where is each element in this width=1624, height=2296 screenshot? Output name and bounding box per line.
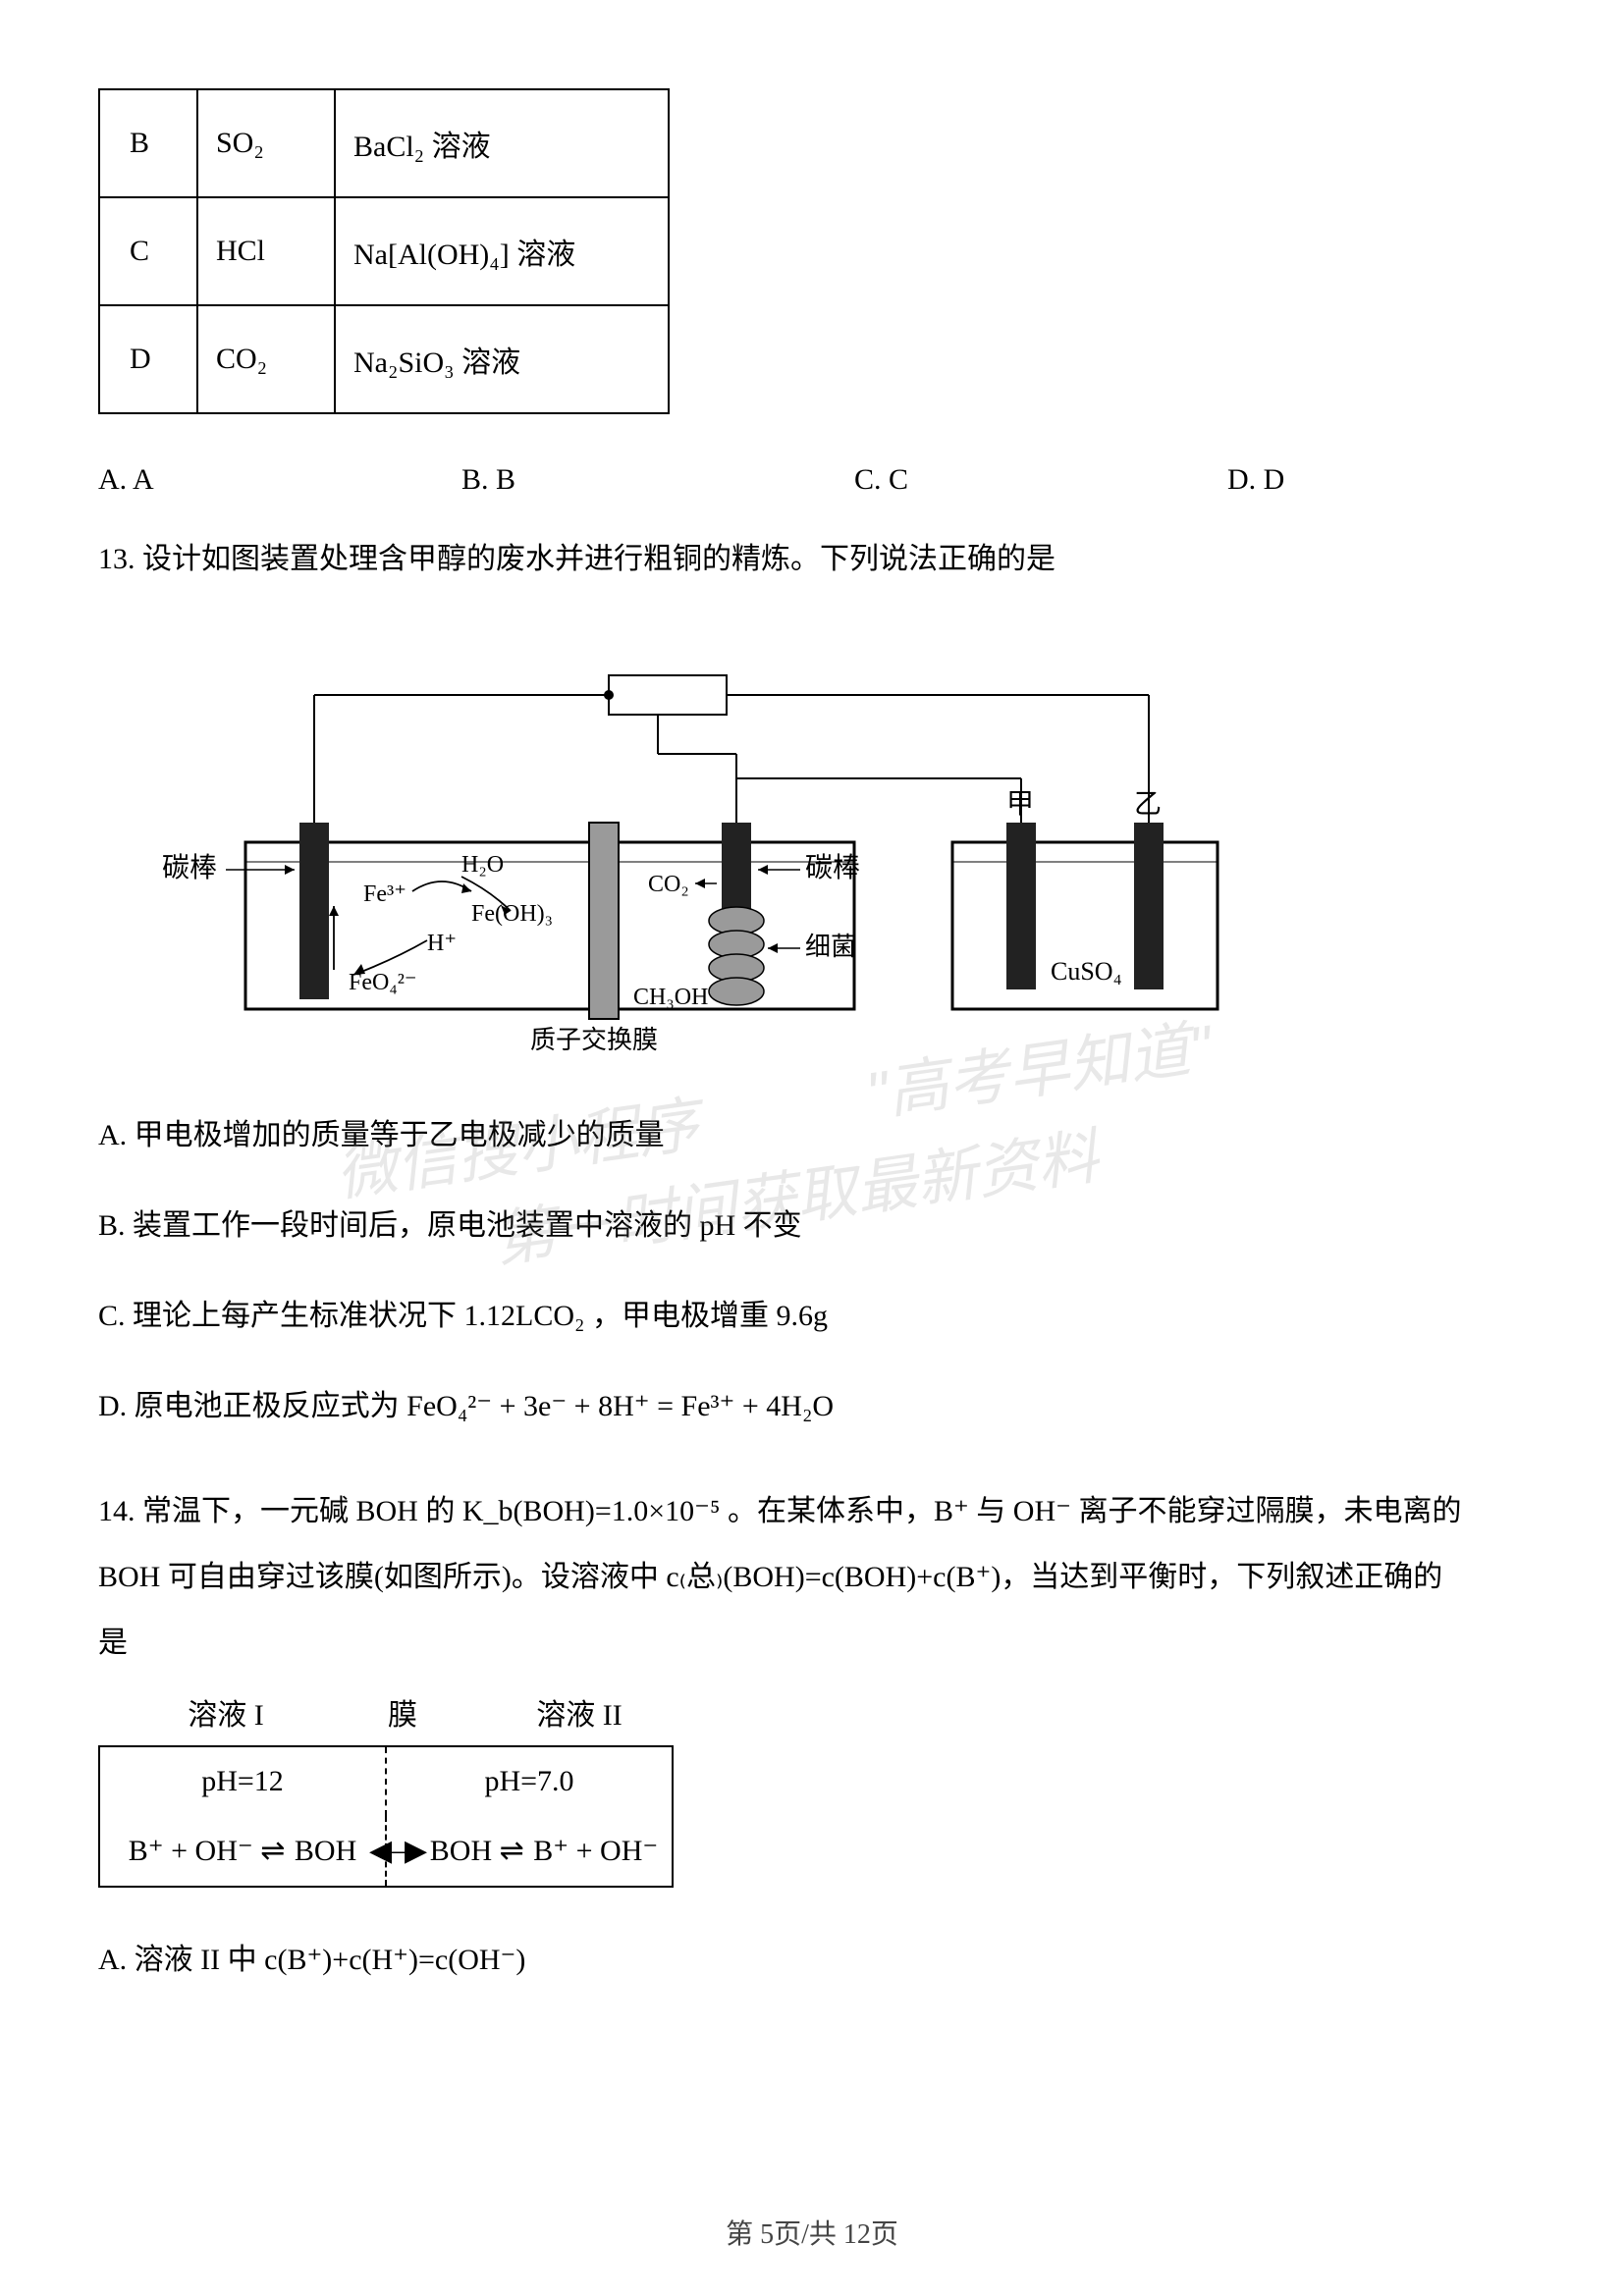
- cell-gas: SO₂: [197, 89, 335, 197]
- fe3-label: Fe³⁺: [363, 881, 406, 907]
- cell-gas: CO₂: [197, 305, 335, 413]
- eq1-right: BOH: [295, 1835, 356, 1867]
- eq2-left: BOH: [430, 1835, 492, 1867]
- table-row: C HCl Na[Al(OH)₄] 溶液: [99, 197, 669, 305]
- co2-label: CO₂: [648, 872, 689, 897]
- eq1-left: B⁺ + OH⁻: [129, 1835, 253, 1867]
- cell-gas: HCl: [197, 197, 335, 305]
- ph2: pH=7.0: [387, 1747, 672, 1816]
- q13-opt-d: D. 原电池正极反应式为 FeO₄²⁻ + 3e⁻ + 8H⁺ = Fe³⁺ +…: [98, 1378, 1526, 1434]
- q14-membrane-box: pH=12 pH=7.0 B⁺ + OH⁻ ⇌ BOH ◀ — ▶ BOH ⇌ …: [98, 1745, 674, 1888]
- cuso4-label: CuSO₄: [1051, 957, 1122, 986]
- equilibrium-arrow-icon: ⇌: [260, 1834, 295, 1868]
- eq2: ◀ — ▶ BOH ⇌ B⁺ + OH⁻: [387, 1816, 672, 1886]
- eq2-right: B⁺ + OH⁻: [533, 1835, 658, 1867]
- table-row: B SO₂ BaCl₂ 溶液: [99, 89, 669, 197]
- option-c: C. C: [854, 463, 1227, 497]
- option-b: B. B: [461, 463, 854, 497]
- cell-opt: D: [99, 305, 197, 413]
- q13-opt-b: B. 装置工作一段时间后，原电池装置中溶液的 pH 不变: [98, 1198, 1526, 1254]
- q13-opt-a: A. 甲电极增加的质量等于乙电极减少的质量: [98, 1107, 1526, 1163]
- q13-opt-c: C. 理论上每产生标准状况下 1.12LCO₂ ，甲电极增重 9.6g: [98, 1288, 1526, 1344]
- carbon-left-label: 碳棒: [162, 852, 217, 883]
- membrane-label: 膜: [353, 1690, 452, 1734]
- eq1: B⁺ + OH⁻ ⇌ BOH: [100, 1816, 385, 1886]
- q14-labels: 溶液 I 膜 溶液 II: [98, 1690, 1526, 1734]
- yi-label: 乙: [1134, 789, 1162, 820]
- sol1-label: 溶液 I: [98, 1690, 353, 1734]
- equilibrium-arrow-icon: ⇌: [500, 1834, 534, 1868]
- sol2-label: 溶液 II: [452, 1690, 707, 1734]
- feoh3-label: Fe(OH)₃: [471, 901, 553, 927]
- cell-sol: Na₂SiO₃ 溶液: [335, 305, 669, 413]
- cell-opt: B: [99, 89, 197, 197]
- transfer-arrow-right-icon: ▶: [405, 1834, 427, 1868]
- q14-stem-2: BOH 可自由穿过该膜(如图所示)。设溶液中 c₍总₎(BOH)=c(BOH)+…: [98, 1549, 1526, 1605]
- bacteria-label: 细菌: [805, 933, 856, 961]
- option-table: B SO₂ BaCl₂ 溶液 C HCl Na[Al(OH)₄] 溶液 D CO…: [98, 88, 670, 414]
- hplus-label: H⁺: [427, 931, 457, 956]
- cell-opt: C: [99, 197, 197, 305]
- table-row: D CO₂ Na₂SiO₃ 溶液: [99, 305, 669, 413]
- ch3oh-label: CH₃OH: [633, 985, 708, 1010]
- membrane-label: 质子交换膜: [530, 1026, 658, 1054]
- page: B SO₂ BaCl₂ 溶液 C HCl Na[Al(OH)₄] 溶液 D CO…: [0, 0, 1624, 2296]
- h2o-label: H₂O: [461, 852, 504, 878]
- cell-sol: BaCl₂ 溶液: [335, 89, 669, 197]
- answer-options-12: A. A B. B C. C D. D: [98, 463, 1526, 497]
- page-footer: 第 5页/共 12页: [0, 2213, 1624, 2252]
- ph1: pH=12: [100, 1747, 385, 1816]
- q14-opt-a: A. 溶液 II 中 c(B⁺)+c(H⁺)=c(OH⁻): [98, 1932, 1526, 1988]
- jia-label: 甲: [1006, 789, 1034, 820]
- q14-stem-3: 是: [98, 1615, 1526, 1671]
- q14-stem-1: 14. 常温下，一元碱 BOH 的 K_b(BOH)=1.0×10⁻⁵ 。在某体…: [98, 1483, 1526, 1539]
- option-a: A. A: [98, 463, 461, 497]
- carbon-right-label: 碳棒: [805, 852, 860, 883]
- cell-sol: Na[Al(OH)₄] 溶液: [335, 197, 669, 305]
- electrolysis-diagram: 质子交换膜 碳棒 碳棒 Fe³⁺ H₂O Fe(OH)₃ H⁺ FeO₄²⁻: [98, 616, 1276, 1068]
- option-d: D. D: [1227, 463, 1284, 497]
- q13-figure: 质子交换膜 碳棒 碳棒 Fe³⁺ H₂O Fe(OH)₃ H⁺ FeO₄²⁻: [98, 616, 1526, 1073]
- q13-stem: 13. 设计如图装置处理含甲醇的废水并进行粗铜的精炼。下列说法正确的是: [98, 531, 1526, 587]
